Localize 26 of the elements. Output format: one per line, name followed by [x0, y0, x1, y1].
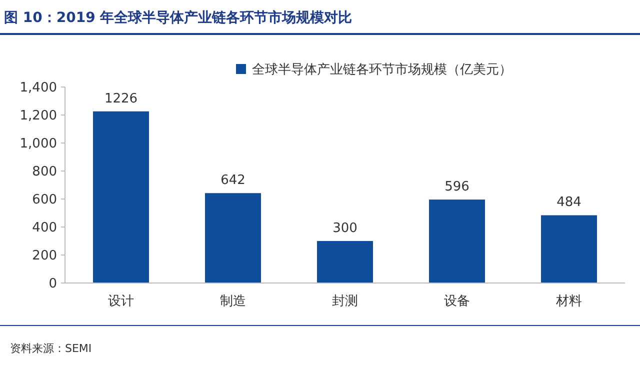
x-tick-label: 制造: [220, 294, 246, 309]
y-tick-label: 400: [32, 220, 57, 236]
data-label: 300: [332, 221, 358, 236]
y-tick-label: 800: [32, 164, 57, 180]
x-tick-label: 设计: [108, 294, 134, 309]
bar: [317, 241, 373, 283]
x-tick-label: 设备: [444, 294, 470, 309]
chart-title: 图 10：2019 年全球半导体产业链各环节市场规模对比: [4, 9, 352, 26]
y-tick-label: 600: [32, 192, 57, 208]
bar: [93, 111, 149, 283]
text: 资料来源：SEMI: [10, 342, 92, 355]
x-tick-label: 封测: [332, 294, 358, 309]
x-tick-label: 材料: [555, 294, 582, 309]
y-tick-label: 1,400: [20, 80, 57, 96]
y-tick-label: 200: [32, 248, 57, 264]
y-tick-label: 1,000: [20, 136, 57, 152]
legend-label: 全球半导体产业链各环节市场规模（亿美元）: [252, 62, 512, 78]
bar: [205, 193, 261, 283]
data-label: 596: [444, 180, 470, 195]
bar: [541, 215, 597, 283]
y-tick-label: 1,200: [20, 108, 57, 124]
data-label: 484: [556, 195, 582, 210]
data-label: 1226: [104, 91, 138, 106]
data-label: 642: [220, 173, 246, 188]
y-tick-label: 0: [48, 276, 57, 292]
bar: [429, 200, 485, 283]
